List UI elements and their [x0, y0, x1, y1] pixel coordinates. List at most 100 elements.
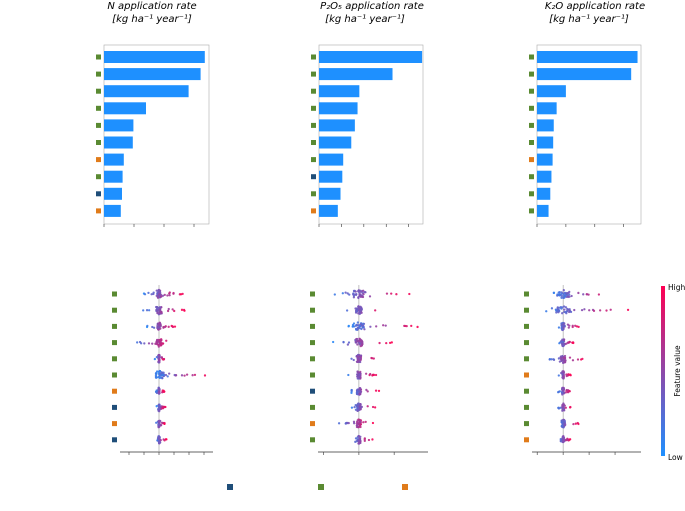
beeswarm-point — [570, 294, 573, 298]
beeswarm-row — [155, 419, 166, 429]
beeswarm-point — [173, 373, 176, 377]
beeswarm-point — [587, 293, 590, 296]
beeswarm-point — [155, 421, 158, 424]
beeswarm-point — [353, 405, 356, 409]
beeswarm-point — [559, 437, 562, 441]
beeswarm-point — [355, 425, 359, 429]
beeswarm-point — [564, 391, 567, 394]
group-marker — [311, 174, 316, 180]
beeswarm-point — [155, 294, 158, 297]
beeswarm-point — [416, 325, 419, 329]
beeswarm-row — [153, 353, 166, 364]
beeswarm-point — [352, 322, 356, 325]
beeswarm-point — [357, 290, 360, 293]
beeswarm-point — [560, 294, 564, 298]
beeswarm-point — [166, 294, 169, 297]
beeswarm-point — [552, 358, 555, 361]
beeswarm-point — [568, 356, 572, 359]
beeswarm-point — [366, 405, 369, 408]
beeswarm-point — [557, 357, 561, 360]
beeswarm-point — [152, 291, 155, 294]
beeswarm-point — [563, 296, 566, 299]
beeswarm-point — [360, 324, 364, 327]
beeswarm-row — [557, 370, 572, 380]
bar — [104, 68, 201, 81]
beeswarm-point — [580, 308, 584, 312]
beeswarm-point — [150, 293, 153, 296]
panel-a — [96, 44, 210, 227]
beeswarm-point — [358, 392, 362, 396]
beeswarm-point — [155, 341, 158, 344]
beeswarm-point — [565, 438, 568, 442]
beeswarm-point — [191, 374, 194, 377]
beeswarm-point — [364, 372, 368, 375]
beeswarm-point — [156, 296, 160, 299]
beeswarm-point — [357, 377, 361, 380]
beeswarm-point — [158, 376, 162, 380]
beeswarm-row — [142, 288, 184, 299]
beeswarm-point — [560, 296, 563, 299]
beeswarm-point — [157, 357, 161, 361]
bar — [319, 136, 352, 149]
group-marker — [529, 208, 534, 214]
beeswarm-point — [156, 292, 159, 295]
beeswarm-point — [360, 327, 363, 331]
beeswarm-point — [333, 293, 336, 296]
beeswarm-point — [157, 438, 161, 441]
group-marker — [529, 122, 534, 128]
beeswarm-point — [403, 324, 406, 328]
beeswarm-point — [568, 290, 571, 294]
bar — [537, 136, 554, 149]
group-marker — [524, 356, 529, 362]
beeswarm-point — [558, 360, 562, 363]
beeswarm-point — [154, 372, 158, 376]
panel-d — [112, 285, 213, 455]
beeswarm-point — [362, 292, 365, 296]
beeswarm-point — [161, 376, 164, 380]
beeswarm-point — [598, 309, 602, 312]
header-n-title: N application rate — [107, 1, 196, 12]
beeswarm-point — [168, 292, 171, 295]
bar — [104, 136, 133, 149]
beeswarm-point — [395, 293, 398, 296]
beeswarm-point — [557, 311, 560, 314]
beeswarm-point — [358, 325, 361, 328]
beeswarm-point — [350, 391, 353, 394]
beeswarm-point — [552, 291, 556, 294]
beeswarm-point — [581, 357, 584, 361]
beeswarm-point — [558, 390, 562, 393]
beeswarm-point — [157, 388, 160, 392]
beeswarm-point — [369, 372, 372, 376]
colorbar-high-label: High — [668, 283, 685, 292]
beeswarm-point — [382, 324, 385, 327]
beeswarm-point — [360, 339, 364, 343]
group-marker — [112, 356, 117, 362]
bar — [319, 187, 341, 200]
beeswarm-point — [193, 373, 197, 376]
group-marker — [96, 140, 101, 145]
group-marker — [310, 421, 315, 427]
group-marker — [529, 88, 534, 94]
beeswarm-point — [370, 356, 373, 360]
beeswarm-point — [605, 309, 608, 312]
beeswarm-point — [362, 421, 365, 424]
bar — [104, 51, 205, 63]
beeswarm-row — [347, 370, 378, 380]
beeswarm-point — [357, 296, 360, 299]
beeswarm-row — [545, 305, 630, 315]
beeswarm-point — [568, 340, 571, 344]
group-marker — [524, 340, 529, 346]
group-marker — [112, 323, 117, 329]
beeswarm-point — [163, 422, 166, 426]
beeswarm-row — [350, 353, 375, 364]
beeswarm-point — [161, 373, 164, 377]
beeswarm-point — [157, 326, 160, 329]
beeswarm-point — [356, 409, 359, 412]
beeswarm-point — [358, 437, 361, 440]
beeswarm-point — [582, 293, 585, 296]
group-marker — [310, 291, 315, 297]
group-marker — [310, 307, 315, 313]
beeswarm-point — [166, 375, 169, 378]
beeswarm-point — [378, 341, 381, 345]
beeswarm-point — [561, 361, 565, 364]
